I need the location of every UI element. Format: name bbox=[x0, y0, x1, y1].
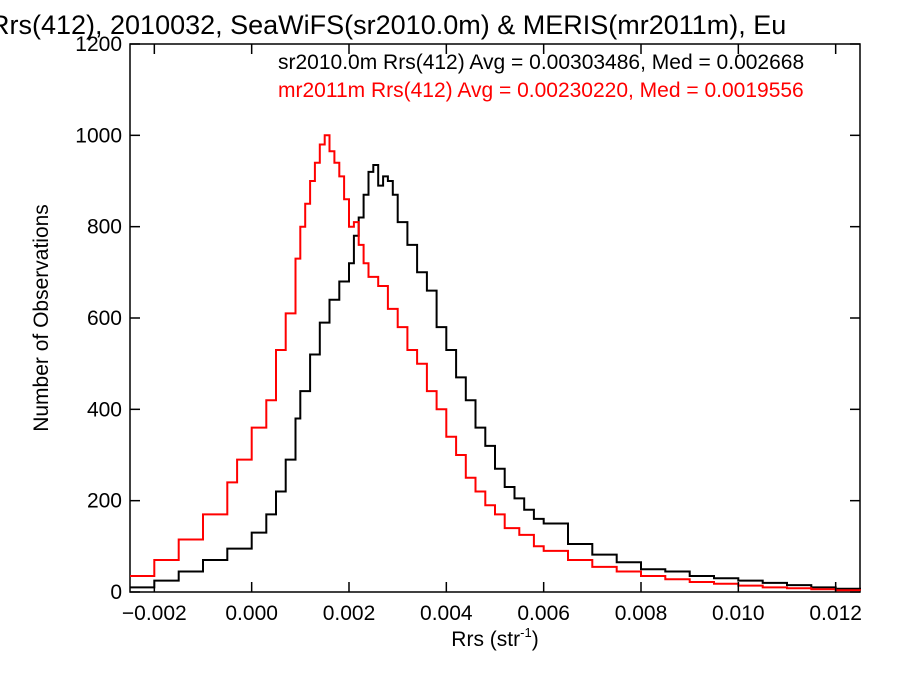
y-tick-label: 0 bbox=[110, 581, 122, 604]
series-line-1 bbox=[130, 134, 861, 592]
y-axis-ticks: 0 200 400 600 800 1000 1200 bbox=[75, 33, 860, 604]
x-tick-label: 0.006 bbox=[517, 602, 570, 625]
y-tick-label: 1200 bbox=[75, 33, 122, 56]
legend: sr2010.0m Rrs(412) Avg = 0.00303486, Med… bbox=[278, 51, 804, 102]
y-tick-label: 1000 bbox=[75, 124, 122, 147]
y-tick-label: 400 bbox=[87, 398, 122, 421]
x-tick-label: 0.008 bbox=[615, 602, 668, 625]
x-axis-ticks: −0.002 0.000 0.002 0.004 0.006 0.008 0.010 0.01… bbox=[122, 44, 862, 625]
x-tick-label: 0.000 bbox=[225, 602, 278, 625]
x-tick-label: 0.002 bbox=[323, 602, 376, 625]
chart-title: Rrs(412), 2010032, SeaWiFS(sr2010.0m) & … bbox=[0, 10, 786, 40]
y-tick-label: 800 bbox=[87, 216, 122, 239]
series-line-0 bbox=[130, 164, 861, 590]
y-tick-label: 200 bbox=[87, 490, 122, 513]
plot-area: −0.002 0.000 0.002 0.004 0.006 0.008 0.010 0.01… bbox=[75, 33, 862, 625]
legend-entry-sr2010: sr2010.0m Rrs(412) Avg = 0.00303486, Med… bbox=[278, 51, 804, 74]
x-tick-label: 0.012 bbox=[809, 602, 862, 625]
x-tick-label: 0.010 bbox=[712, 602, 765, 625]
series-layer bbox=[130, 134, 861, 592]
x-axis-label: Rrs (str-1) bbox=[451, 625, 538, 651]
legend-entry-mr2011m: mr2011m Rrs(412) Avg = 0.00230220, Med =… bbox=[278, 79, 804, 102]
x-tick-label: 0.004 bbox=[420, 602, 473, 625]
y-tick-label: 600 bbox=[87, 307, 122, 330]
y-axis-label: Number of Observations bbox=[30, 204, 53, 432]
x-tick-label: −0.002 bbox=[122, 602, 187, 625]
